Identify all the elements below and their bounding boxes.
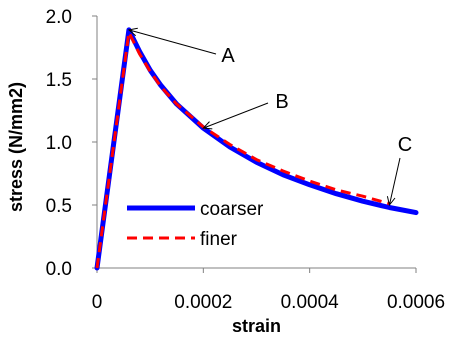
y-axis-title: stress (N/mm2) bbox=[6, 82, 26, 212]
series-lines bbox=[94, 27, 419, 271]
x-tick-label: 0.0006 bbox=[387, 292, 445, 313]
y-tick-label: 0.0 bbox=[46, 259, 72, 280]
x-tick-label: 0 bbox=[92, 292, 103, 313]
annotation-arrowhead-B bbox=[202, 121, 213, 130]
annotations: A B C bbox=[127, 27, 412, 207]
y-tick-label: 1.0 bbox=[46, 133, 72, 154]
legend-label-coarser: coarser bbox=[200, 199, 264, 220]
annotation-line-B bbox=[203, 102, 269, 129]
annotation-label-B: B bbox=[275, 91, 288, 113]
series-line-coarser bbox=[94, 27, 419, 271]
annotation-arrowhead-C bbox=[386, 196, 396, 207]
y-tick-label: 1.5 bbox=[46, 70, 72, 91]
y-tick-label: 0.5 bbox=[46, 196, 72, 217]
tick-labels: 0.0 0.5 1.0 1.5 2.0 0 0.0002 0.0004 0.0006 bbox=[46, 7, 445, 313]
axes bbox=[96, 16, 416, 269]
x-axis-title: strain bbox=[232, 316, 281, 336]
y-tick-label: 2.0 bbox=[46, 7, 72, 28]
legend-label-finer: finer bbox=[200, 229, 238, 250]
annotation-line-C bbox=[388, 157, 401, 206]
annotation-line-A bbox=[128, 29, 217, 55]
annotation-arrowhead-A bbox=[127, 27, 138, 37]
annotation-label-A: A bbox=[221, 45, 235, 67]
x-tick-label: 0.0002 bbox=[174, 292, 232, 313]
annotation-label-C: C bbox=[398, 134, 412, 156]
series-line-finer bbox=[95, 30, 390, 269]
x-tick-label: 0.0004 bbox=[281, 292, 340, 313]
legend: coarser finer bbox=[127, 199, 264, 250]
